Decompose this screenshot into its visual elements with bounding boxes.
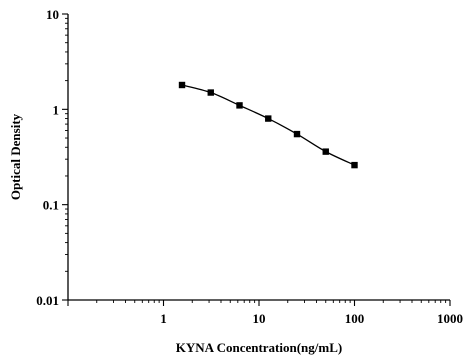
y-tick-label: 0.01 — [36, 293, 59, 308]
data-points — [178, 81, 358, 169]
data-point — [293, 130, 301, 138]
data-point — [322, 148, 329, 155]
y-tick-label: 10 — [46, 7, 59, 22]
x-tick-label: 1000 — [437, 311, 463, 326]
x-tick-label: 100 — [345, 311, 365, 326]
data-point — [265, 115, 272, 122]
plot-area: 1 10 100 1000 0.01 0.1 1 10 — [36, 7, 463, 326]
x-axis-ticks: 1 10 100 1000 — [67, 300, 463, 326]
data-point — [351, 161, 358, 169]
x-tick-label: 10 — [253, 311, 266, 326]
y-axis-title: Optical Density — [8, 113, 23, 200]
data-point — [236, 102, 243, 109]
x-tick-label: 1 — [160, 311, 167, 326]
y-tick-label: 0.1 — [43, 198, 59, 213]
data-point — [207, 89, 214, 96]
y-tick-label: 1 — [53, 102, 60, 117]
y-axis-ticks: 0.01 0.1 1 10 — [36, 7, 68, 308]
x-axis-title: KYNA Concentration(ng/mL) — [176, 340, 342, 355]
data-point — [178, 81, 186, 89]
